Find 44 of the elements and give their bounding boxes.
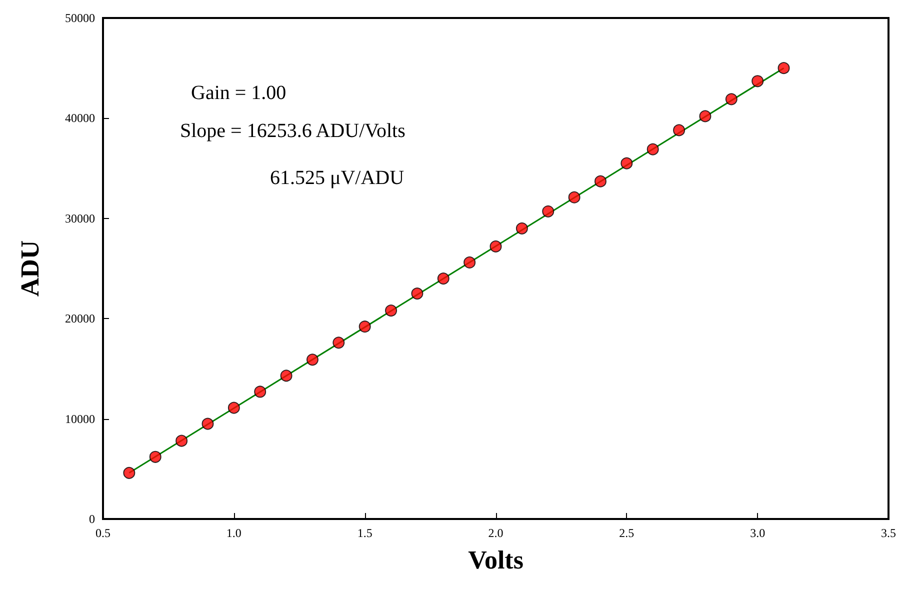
point	[516, 222, 528, 234]
point	[411, 288, 424, 300]
point	[464, 256, 476, 268]
x-axis-title: Volts	[468, 546, 524, 574]
y-axis-title: ADU	[16, 240, 44, 297]
x-tick-label: 3.0	[750, 526, 766, 540]
annotation: Gain = 1.00	[191, 82, 286, 104]
x-tick-label: 1.5	[357, 526, 372, 540]
point	[149, 450, 162, 463]
point	[123, 466, 136, 479]
point	[594, 175, 606, 188]
point	[646, 143, 659, 156]
point	[254, 386, 266, 398]
annotation: 61.525 μV/ADU	[270, 167, 405, 189]
point	[176, 434, 188, 447]
point	[306, 354, 318, 366]
x-tick-label: 2.0	[488, 526, 504, 540]
point	[725, 93, 738, 106]
x-tick-label: 1.0	[226, 526, 242, 540]
point	[280, 370, 292, 382]
y-tick-label: 10000	[65, 412, 95, 426]
point	[673, 124, 686, 136]
point	[490, 240, 502, 252]
point	[385, 304, 398, 317]
annotation: Slope = 16253.6 ADU/Volts	[180, 120, 406, 142]
point	[752, 75, 764, 88]
point	[568, 191, 580, 204]
point	[358, 320, 371, 333]
point	[228, 402, 240, 414]
y-tick-label: 50000	[65, 11, 95, 25]
y-tick-label: 0	[89, 512, 95, 526]
point	[437, 272, 450, 285]
point	[542, 205, 554, 218]
y-tick-label: 40000	[65, 111, 95, 126]
point	[332, 336, 345, 349]
point	[699, 110, 712, 122]
y-tick-label: 20000	[65, 312, 95, 326]
point	[620, 157, 633, 170]
x-tick-label: 2.5	[619, 526, 634, 540]
x-tick-label: 0.5	[96, 526, 110, 540]
y-tick-label: 30000	[65, 211, 95, 226]
x-tick-label: 3.5	[881, 526, 896, 540]
point	[778, 62, 790, 74]
point	[202, 418, 214, 430]
